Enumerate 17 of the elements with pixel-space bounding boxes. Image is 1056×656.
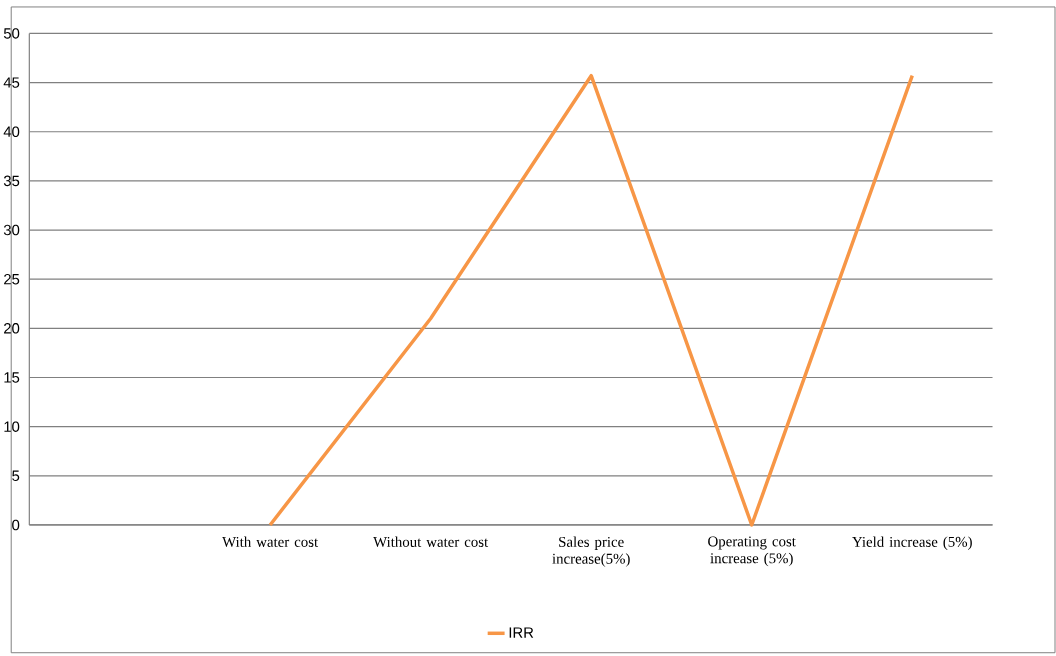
y-tick-label: 15 <box>4 372 20 383</box>
legend-label: IRR <box>509 627 534 638</box>
y-tick-label: 25 <box>4 274 20 285</box>
x-tick-label: With water cost <box>222 536 319 548</box>
x-tick-label: Sales price increase(5%) <box>552 536 630 567</box>
x-tick-label: Without water cost <box>373 536 489 548</box>
y-tick-label: 40 <box>3 126 20 138</box>
y-tick-label: 0 <box>12 519 20 531</box>
y-tick-label: 50 <box>3 28 20 39</box>
x-tick-label: Yield increase (5%) <box>852 536 972 551</box>
x-tick-label: Operating cost increase (5%) <box>708 536 796 567</box>
y-tick-label: 45 <box>3 77 20 88</box>
y-tick-label: 10 <box>4 421 20 433</box>
y-tick-label: 5 <box>12 470 20 482</box>
y-tick-label: 35 <box>3 175 20 187</box>
y-tick-label: 30 <box>3 224 20 236</box>
y-tick-label: 20 <box>4 323 20 334</box>
